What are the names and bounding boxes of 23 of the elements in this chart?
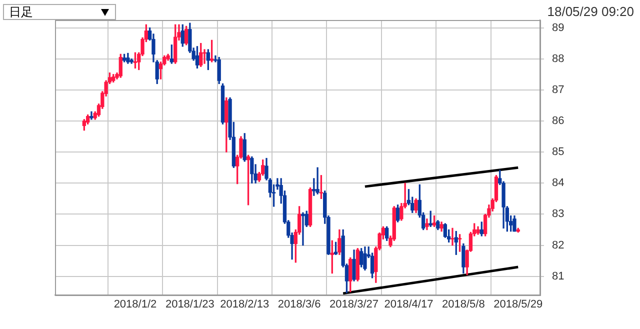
y-tick-label: 87 bbox=[552, 84, 564, 96]
candlestick bbox=[301, 212, 305, 246]
y-tick-label: 89 bbox=[552, 22, 564, 34]
y-tick-label: 81 bbox=[552, 270, 564, 282]
text: 18/05/29 09:20 bbox=[547, 4, 634, 19]
candlestick bbox=[316, 167, 320, 194]
candlestick bbox=[90, 111, 94, 120]
x-tick-label: 2018/5/8 bbox=[442, 298, 485, 311]
x-tick-label: 2018/1/23 bbox=[165, 298, 214, 311]
x-tick-label: 2018/2/13 bbox=[220, 298, 270, 311]
x-tick-label: 2018/1/2 bbox=[114, 298, 157, 311]
x-tick-label: 2018/3/27 bbox=[330, 298, 378, 311]
x-tick-label: 2018/3/6 bbox=[278, 298, 321, 311]
candlestick bbox=[450, 228, 454, 246]
x-tick-label: 2018/4/17 bbox=[384, 298, 434, 311]
y-tick-label: 83 bbox=[552, 208, 564, 220]
x-tick-label: 2018/5/29 bbox=[494, 298, 543, 311]
y-tick-label: 82 bbox=[552, 239, 564, 252]
y-tick-label: 85 bbox=[552, 146, 564, 158]
y-tick-label: 86 bbox=[552, 115, 564, 128]
period-dropdown: 日足 bbox=[3, 4, 116, 20]
y-tick-label: 84 bbox=[552, 177, 564, 190]
y-tick-label: 88 bbox=[552, 52, 564, 65]
